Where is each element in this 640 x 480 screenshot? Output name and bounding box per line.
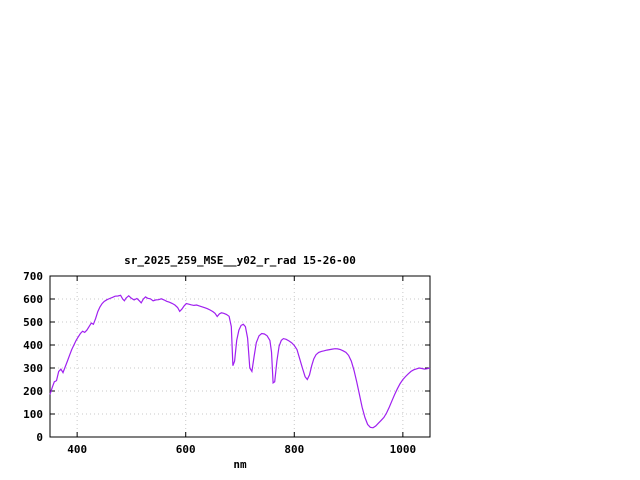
y-tick-label: 600 [23, 293, 43, 306]
y-tick-label: 500 [23, 316, 43, 329]
x-tick-label: 800 [284, 443, 304, 456]
plot-border [49, 275, 431, 438]
axis-tick-labels: 400 600 800 1000 0 100 200 300 400 500 600 700 [23, 270, 416, 456]
spectrum-data-line [49, 294, 431, 429]
y-tick-label: 100 [23, 408, 43, 421]
y-tick-label: 300 [23, 362, 43, 375]
y-tick-label: 200 [23, 385, 43, 398]
y-tick-label: 400 [23, 339, 43, 352]
y-tick-label: 700 [23, 270, 43, 283]
x-tick-label: 600 [176, 443, 196, 456]
y-tick-label: 0 [36, 431, 43, 444]
x-tick-label: 1000 [390, 443, 417, 456]
x-tick-label: 400 [67, 443, 87, 456]
x-axis-label: nm [233, 458, 247, 471]
chart-title: sr_2025_259_MSE__y02_r_rad 15-26-00 [124, 254, 356, 267]
